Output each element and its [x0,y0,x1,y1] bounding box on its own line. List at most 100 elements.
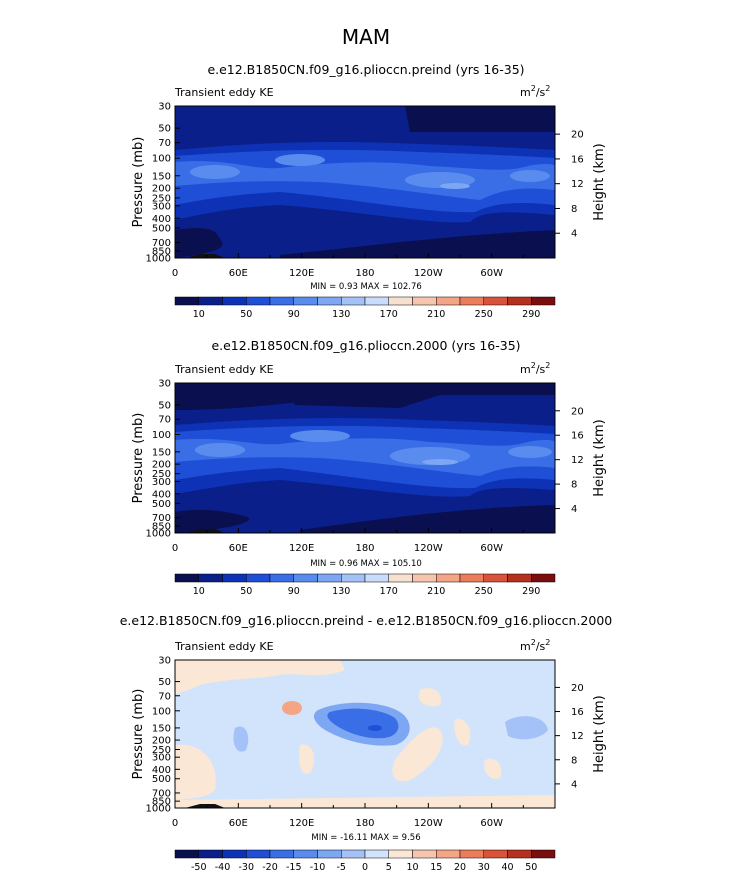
y-tick-label: 30 [158,656,171,667]
colorbar-label: 130 [332,586,350,597]
height-tick-label: 8 [571,480,577,491]
colorbar: -50 -40 -30 -20 -15 -10 -5 0 5 10 15 20 30 40 50 [174,849,556,873]
colorbar-swatch [507,573,532,583]
y-tick-label: 150 [152,723,171,734]
height-tick-label: 16 [571,707,584,718]
colorbar-label: 10 [193,586,205,597]
field-low-dark [175,509,249,533]
colorbar: 10 50 90 130 170 210 250 290 [174,573,556,597]
y-tick-label: 70 [158,691,171,702]
colorbar-label: 50 [525,862,537,873]
x-tick-label: 0 [172,268,178,279]
field-top-dark [175,383,555,408]
colorbar-label: 250 [475,309,493,320]
x-tick-label: 120W [414,543,443,554]
panel-subtitle: Transient eddy KE [174,86,274,99]
colorbar-swatch [459,573,484,583]
colorbar-swatch [364,573,389,583]
colorbar-swatch [293,296,318,306]
field-top-dark [175,106,555,132]
colorbar-swatch [436,849,461,859]
min-max-stats: MIN = 0.96 MAX = 105.10 [310,559,422,569]
x-tick-label: 0 [172,543,178,554]
field-core-c [190,165,240,179]
colorbar-swatch [269,296,294,306]
x-tick-label: 60E [229,543,248,554]
contour-field [175,660,555,808]
colorbar-swatch [317,573,342,583]
y-tick-label: 500 [152,774,171,785]
y-axis-label: Pressure (mb) [131,137,146,228]
y-tick-label: 100 [152,154,171,165]
height-tick-label: 8 [571,204,577,215]
colorbar-swatch [174,573,199,583]
colorbar-label: 15 [430,862,442,873]
y-tick-label: 700 [152,513,171,524]
x-tick-label: 120W [414,268,443,279]
y-tick-label: 700 [152,788,171,799]
x-tick-label: 60E [229,818,248,829]
height-tick-label: 8 [571,755,577,766]
colorbar-swatch [388,296,413,306]
height-tick-label: 12 [571,455,584,466]
neg-blob-b [505,716,548,740]
y-tick-label: 250 [152,193,171,204]
colorbar-label: 50 [240,309,252,320]
height-tick-label: 20 [571,406,584,417]
y-tick-label: 250 [152,469,171,480]
units-label: m2/s2 [520,361,550,376]
height-tick-label: 16 [571,154,584,165]
colorbar-label: 170 [380,586,398,597]
colorbar-swatch [364,849,389,859]
x-tick-label: 60E [229,268,248,279]
height-tick-label: 4 [571,779,577,790]
height-tick-label: 20 [571,683,584,694]
y-tick-label: 50 [158,400,171,411]
panel-title: e.e12.B1850CN.f09_g16.plioccn.preind (yr… [207,62,524,77]
x-tick-label: 0 [172,818,178,829]
colorbar-swatch [507,849,532,859]
axes: 3050701001502002503004005007008501000201… [146,379,584,555]
min-max-stats: MIN = -16.11 MAX = 9.56 [311,833,420,843]
colorbar-label: 10 [406,862,418,873]
y-tick-label: 70 [158,415,171,426]
colorbar-label: 10 [193,309,205,320]
y-tick-label: 400 [152,489,171,500]
colorbar-swatch [483,296,508,306]
colorbar-swatch [507,296,532,306]
colorbar-label: 210 [427,309,445,320]
land-mask [185,529,225,533]
colorbar-label: 0 [362,862,368,873]
colorbar-label: 40 [501,862,513,873]
y-tick-label: 700 [152,238,171,249]
height-tick-label: 12 [571,731,584,742]
units-label: m2/s2 [520,84,550,99]
field-top-dark-b [175,383,300,410]
x-tick-label: 60W [480,268,503,279]
colorbar-swatch [174,849,199,859]
colorbar-label: 50 [240,586,252,597]
pos-blob-a [418,688,441,707]
colorbar-swatch [269,573,294,583]
y2-axis-label: Height (km) [592,695,607,772]
x-tick-label: 120E [289,818,314,829]
y-tick-label: 850 [152,797,171,808]
y-tick-label: 500 [152,499,171,510]
colorbar-swatch [341,573,366,583]
y-tick-label: 400 [152,765,171,776]
field-core-a [290,430,350,442]
pos-blob-b [392,727,443,782]
y-tick-label: 400 [152,214,171,225]
pos-top-left [175,660,345,695]
y-tick-label: 850 [152,246,171,257]
y-tick-label: 50 [158,124,171,135]
y-tick-label: 50 [158,677,171,688]
colorbar-swatch [388,573,413,583]
y-axis-label: Pressure (mb) [131,689,146,780]
axes: 3050701001502002503004005007008501000201… [146,102,584,280]
field-top-band [175,106,405,132]
colorbar-swatch [174,296,199,306]
field-max [422,459,458,465]
